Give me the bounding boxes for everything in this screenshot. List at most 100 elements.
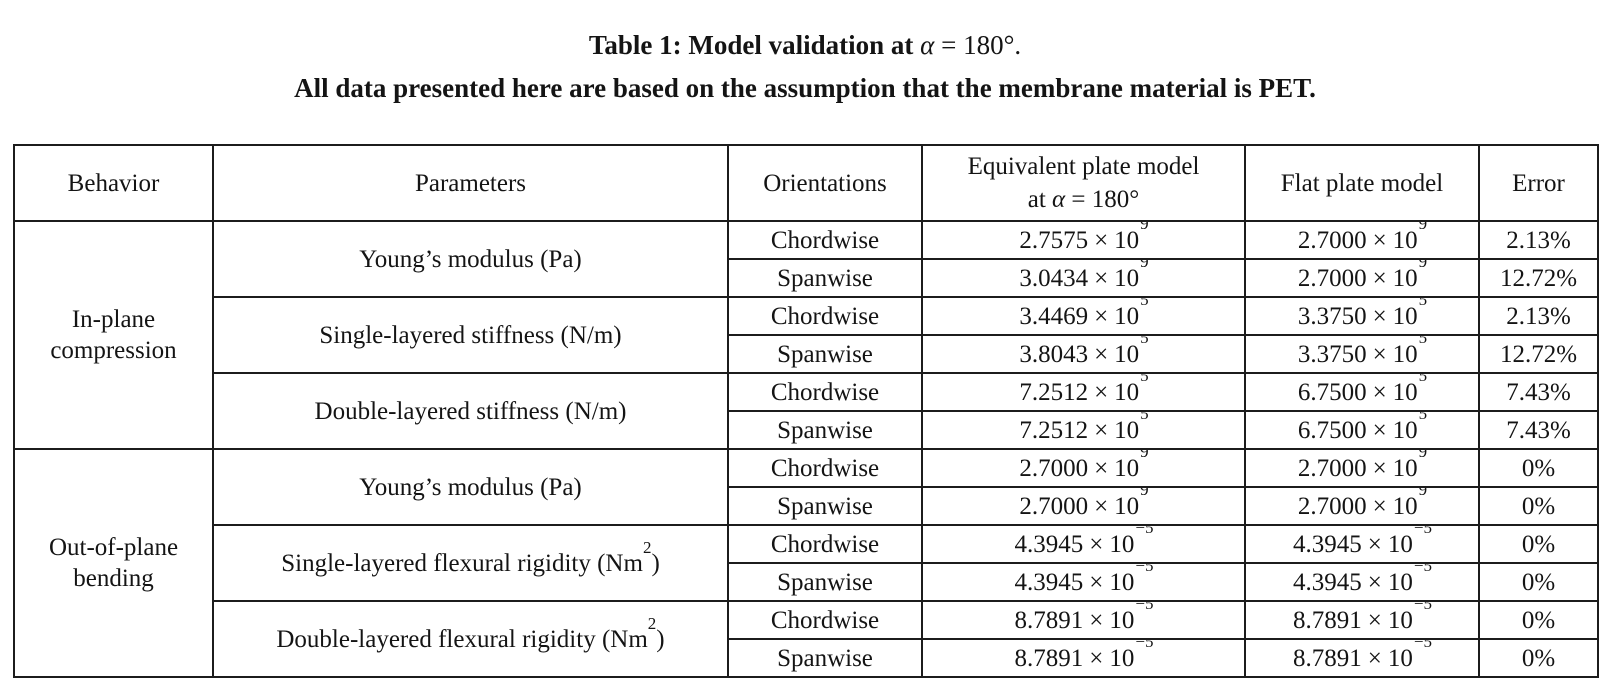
equivalent-value-cell: 8.7891 × 10−5 (921, 600, 1246, 641)
table-row: Spanwise 4.3945 × 10−5 4.3945 × 10−5 0% (14, 562, 1599, 603)
col-header-equivalent-line2: at α = 180° (927, 183, 1240, 217)
exponent: 5 (1140, 373, 1149, 386)
coefficient: 8.7891 (1014, 606, 1084, 634)
orientation-cell: Chordwise (727, 220, 923, 261)
base-ten: 10 (1114, 492, 1140, 520)
exponent: 5 (1418, 297, 1428, 310)
exponent: 9 (1140, 259, 1149, 272)
exponent: −5 (1413, 525, 1432, 538)
exponent: −5 (1135, 525, 1154, 538)
orientation-cell: Spanwise (727, 486, 923, 527)
orientation-cell: Spanwise (727, 258, 923, 299)
base-ten: 10 (1392, 264, 1418, 292)
coefficient: 7.2512 (1019, 416, 1089, 444)
times-sign: × (1367, 530, 1382, 558)
alpha-symbol: α (920, 30, 935, 60)
coefficient: 2.7000 (1019, 492, 1089, 520)
table-title-math: = 180°. (934, 30, 1022, 60)
error-cell: 2.13% (1478, 296, 1599, 337)
parameter-text: Young’s modulus (Pa) (359, 245, 582, 273)
parameter-text: Single-layered stiffness (N/m) (319, 321, 622, 349)
base-ten: 10 (1114, 302, 1140, 330)
flat-value-cell: 8.7891 × 10−5 (1244, 600, 1480, 641)
parameter-close: ) (651, 549, 660, 577)
equivalent-value-cell: 7.2512 × 105 (921, 410, 1246, 451)
base-ten: 10 (1387, 644, 1413, 672)
parameter-cell: Young’s modulus (Pa) (212, 448, 729, 527)
coefficient: 2.7575 (1019, 226, 1089, 254)
behavior-cell: Out-of-plane bending (13, 448, 214, 679)
coefficient: 7.2512 (1019, 378, 1089, 406)
times-sign: × (1094, 492, 1109, 520)
error-cell: 0% (1478, 562, 1599, 603)
base-ten: 10 (1392, 302, 1418, 330)
col-header-flat: Flat plate model (1244, 144, 1480, 223)
times-sign: × (1089, 644, 1104, 672)
coefficient: 4.3945 (1293, 530, 1362, 558)
times-sign: × (1089, 568, 1104, 596)
exponent: 9 (1418, 449, 1428, 462)
error-cell: 2.13% (1478, 220, 1599, 261)
parameter-text: Double-layered stiffness (N/m) (314, 397, 627, 425)
times-sign: × (1089, 606, 1104, 634)
table-title-text: Table 1: Model validation at (588, 30, 921, 60)
flat-value-cell: 4.3945 × 10−5 (1244, 562, 1480, 603)
table-row: Double-layered flexural rigidity (Nm2) C… (14, 600, 1599, 679)
times-sign: × (1094, 226, 1109, 254)
flat-value-cell: 2.7000 × 109 (1244, 486, 1480, 527)
error-cell: 0% (1478, 524, 1599, 565)
orientation-cell: Spanwise (727, 334, 923, 375)
times-sign: × (1094, 454, 1109, 482)
base-ten: 10 (1114, 454, 1140, 482)
col-header-equivalent-line1: Equivalent plate model (967, 152, 1200, 180)
error-cell: 0% (1478, 638, 1599, 679)
base-ten: 10 (1387, 606, 1413, 634)
coefficient: 2.7000 (1019, 454, 1089, 482)
parameter-cell: Young’s modulus (Pa) (212, 220, 729, 299)
parameter-text: Double-layered flexural rigidity (Nm (276, 625, 648, 653)
flat-value-cell: 2.7000 × 109 (1244, 448, 1480, 489)
orientation-cell: Chordwise (727, 524, 923, 565)
base-ten: 10 (1392, 226, 1418, 254)
header-row: Behavior Parameters Orientations Equival… (13, 144, 1599, 223)
times-sign: × (1372, 226, 1387, 254)
coefficient: 3.0434 (1019, 264, 1089, 292)
table-row: In-plane compression Young’s modulus (Pa… (13, 220, 1599, 451)
flat-value-cell: 3.3750 × 105 (1244, 334, 1480, 375)
coefficient: 2.7000 (1297, 492, 1367, 520)
exponent: 5 (1418, 411, 1428, 424)
times-sign: × (1372, 302, 1387, 330)
exponent: 9 (1418, 487, 1428, 500)
base-ten: 10 (1392, 492, 1418, 520)
equivalent-value-cell: 8.7891 × 10−5 (921, 638, 1246, 679)
error-cell: 12.72% (1478, 334, 1599, 375)
parameter-cell: Single-layered flexural rigidity (Nm2) (212, 524, 729, 603)
coefficient: 4.3945 (1014, 530, 1084, 558)
table-row: Single-layered stiffness (N/m) Chordwise… (14, 296, 1599, 375)
parameter-cell: Double-layered stiffness (N/m) (212, 372, 729, 451)
table-row: Spanwise 3.8043 × 105 3.3750 × 105 12.72% (14, 334, 1599, 375)
exponent: 9 (1140, 221, 1149, 234)
coefficient: 4.3945 (1293, 568, 1362, 596)
base-ten: 10 (1109, 530, 1135, 558)
exponent: −5 (1135, 639, 1154, 652)
coefficient: 8.7891 (1293, 606, 1362, 634)
equivalent-value-cell: 7.2512 × 105 (921, 372, 1246, 413)
exponent: −5 (1413, 601, 1432, 614)
orientation-cell: Chordwise (727, 296, 923, 337)
flat-value-cell: 6.7500 × 105 (1244, 372, 1480, 413)
col-header-orientations: Orientations (727, 144, 923, 223)
times-sign: × (1094, 302, 1109, 330)
coefficient: 6.7500 (1297, 416, 1367, 444)
times-sign: × (1094, 264, 1109, 292)
exponent: 9 (1140, 449, 1149, 462)
coefficient: 2.7000 (1297, 226, 1367, 254)
coefficient: 6.7500 (1297, 378, 1367, 406)
coefficient: 8.7891 (1293, 644, 1362, 672)
flat-value-cell: 4.3945 × 10−5 (1244, 524, 1480, 565)
exponent: 5 (1140, 335, 1149, 348)
exponent: 9 (1418, 221, 1428, 234)
base-ten: 10 (1392, 378, 1418, 406)
behavior-cell: In-plane compression (13, 220, 214, 451)
